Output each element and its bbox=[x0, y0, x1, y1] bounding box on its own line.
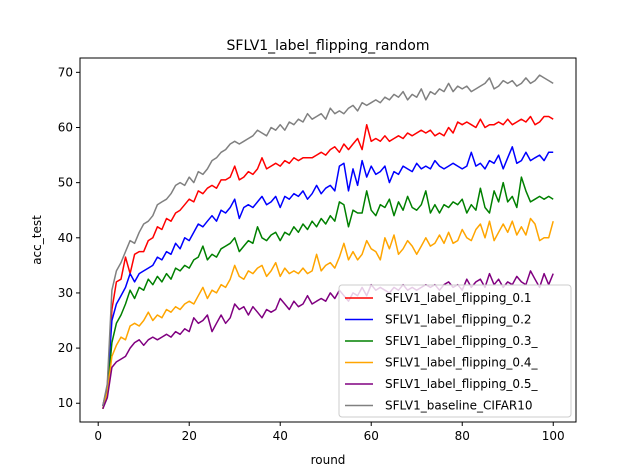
x-tick-label: 60 bbox=[364, 429, 379, 443]
x-tick-label: 20 bbox=[182, 429, 197, 443]
legend-box bbox=[338, 284, 572, 418]
series-line-5 bbox=[102, 270, 554, 410]
legend-label: SFLV1_label_flipping_0.3_ bbox=[385, 334, 539, 348]
y-axis-label: acc_test bbox=[30, 215, 44, 265]
y-tick-label: 60 bbox=[58, 120, 73, 134]
plot-frame bbox=[79, 57, 577, 423]
y-tick-label: 10 bbox=[58, 396, 73, 410]
legend-label: SFLV1_label_flipping_0.2 bbox=[385, 313, 532, 327]
series-line-3 bbox=[102, 176, 554, 409]
x-tick-label: 40 bbox=[273, 429, 288, 443]
y-tick-label: 20 bbox=[58, 341, 73, 355]
series-line-2 bbox=[102, 146, 554, 407]
legend: SFLV1_label_flipping_0.1 SFLV1_label_flip… bbox=[338, 284, 572, 418]
x-tick-label: 0 bbox=[94, 429, 102, 443]
y-tick-label: 30 bbox=[58, 286, 73, 300]
series-layer bbox=[102, 74, 554, 410]
y-axis: 10 20 30 40 50 60 70 bbox=[58, 65, 80, 410]
y-tick-label: 40 bbox=[58, 231, 73, 245]
y-tick-label: 50 bbox=[58, 176, 73, 190]
x-tick-label: 80 bbox=[455, 429, 470, 443]
series-line-6 bbox=[102, 74, 554, 407]
x-tick-label: 100 bbox=[542, 429, 565, 443]
legend-label: SFLV1_label_flipping_0.5_ bbox=[385, 377, 539, 391]
series-line-4 bbox=[102, 217, 554, 409]
legend-label: SFLV1_baseline_CIFAR10 bbox=[385, 399, 533, 413]
legend-label: SFLV1_label_flipping_0.4_ bbox=[385, 356, 539, 370]
x-axis-label: round bbox=[311, 453, 346, 467]
legend-label: SFLV1_label_flipping_0.1 bbox=[385, 291, 532, 305]
chart-title: SFLV1_label_flipping_random bbox=[227, 38, 430, 54]
x-axis: 0 20 40 60 80 100 bbox=[94, 422, 565, 443]
y-tick-label: 70 bbox=[58, 65, 73, 79]
series-line-1 bbox=[102, 115, 554, 407]
